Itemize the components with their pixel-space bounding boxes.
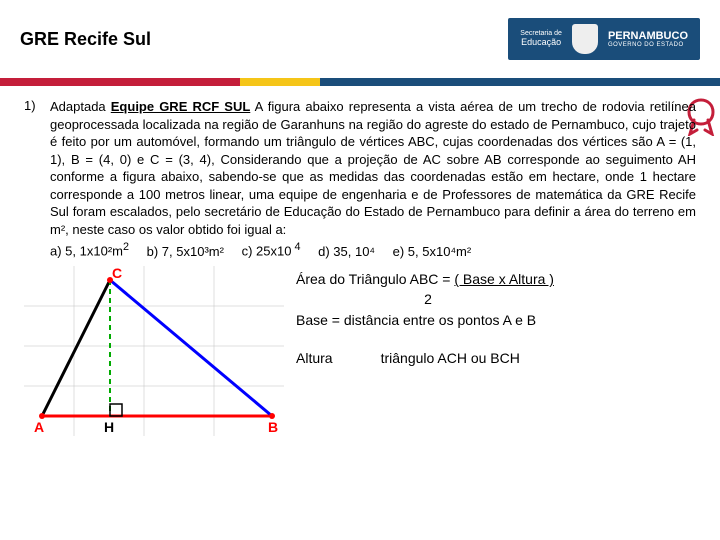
formula-area-numerator: ( Base x Altura ) <box>454 271 554 287</box>
alt-b: b) 7, 5x10³m² <box>147 243 224 261</box>
label-b: B <box>268 419 278 435</box>
state-name: PERNAMBUCO <box>608 30 688 42</box>
alt-c: c) 25x10 4 <box>242 240 301 260</box>
logo-pernambuco: PERNAMBUCO GOVERNO DO ESTADO <box>608 31 688 48</box>
question-number: 1) <box>24 98 42 260</box>
header-title: GRE Recife Sul <box>20 29 151 50</box>
label-c: C <box>112 266 122 281</box>
label-h: H <box>104 419 114 435</box>
triangle-figure: A B C H <box>24 266 284 436</box>
color-bar-yellow <box>240 78 320 86</box>
formula-area: Área do Triângulo ABC = ( Base x Altura … <box>296 270 554 290</box>
alt-c-sup: 4 <box>291 241 300 253</box>
alt-a: a) 5, 1x10²m2 <box>50 240 129 260</box>
alt-e: e) 5, 5x10⁴m² <box>393 243 472 261</box>
label-a: A <box>34 419 44 435</box>
alt-c-text: c) 25x10 <box>242 244 292 259</box>
state-shield-icon <box>572 24 598 54</box>
question-intro-prefix: Adaptada <box>50 99 111 114</box>
question-body: Adaptada Equipe GRE RCF SUL A figura aba… <box>50 98 696 260</box>
formulas: Área do Triângulo ABC = ( Base x Altura … <box>296 266 554 436</box>
logo-secretaria: Secretaria de Educação <box>520 30 562 48</box>
formula-base: Base = distância entre os pontos A e B <box>296 311 554 331</box>
state-sub: GOVERNO DO ESTADO <box>608 42 688 48</box>
question: 1) Adaptada Equipe GRE RCF SUL A figura … <box>24 98 696 260</box>
color-bar-red <box>0 78 240 86</box>
alternatives: a) 5, 1x10²m2 b) 7, 5x10³m² c) 25x10 4 d… <box>50 240 696 260</box>
formula-area-label: Área do Triângulo ABC = <box>296 271 454 287</box>
alt-a-text: a) 5, 1x10²m <box>50 244 123 259</box>
header-logos: Secretaria de Educação PERNAMBUCO GOVERN… <box>508 18 700 60</box>
question-intro-underline: Equipe GRE RCF SUL <box>111 99 251 114</box>
color-bar-blue <box>320 78 720 86</box>
formula-area-denominator: 2 <box>296 290 554 310</box>
alt-a-sup: 2 <box>123 241 129 253</box>
question-text: A figura abaixo representa a vista aérea… <box>50 99 696 237</box>
secretaria-line2: Educação <box>520 38 562 48</box>
color-bar <box>0 78 720 86</box>
formula-altura-value: triângulo ACH ou BCH <box>381 349 520 369</box>
alt-d: d) 35, 10⁴ <box>318 243 375 261</box>
formula-altura-row: Altura triângulo ACH ou BCH <box>296 349 554 369</box>
formula-altura-label: Altura <box>296 349 333 369</box>
